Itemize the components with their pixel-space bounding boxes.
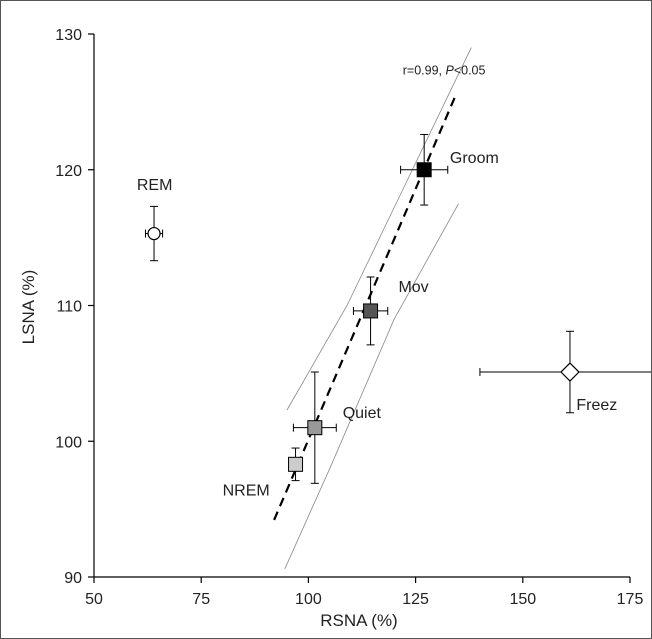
quiet-label: Quiet [343, 405, 382, 422]
x-axis-label: RSNA (%) [320, 611, 397, 630]
confidence-band-upper [286, 47, 472, 411]
freez-label: Freez [576, 397, 617, 414]
x-tick-label: 100 [295, 591, 322, 608]
groom-label: Groom [450, 150, 499, 167]
x-tick-label: 125 [402, 591, 429, 608]
rem-point [147, 226, 161, 241]
confidence-band-lower [284, 203, 459, 570]
freez-point [560, 362, 580, 382]
y-axis-label: LSNA (%) [19, 270, 38, 345]
plot-area: 50 75 100 125 150 175 90 100 110 120 130 REM Groom Mo… [55, 27, 652, 608]
nrem-label: NREM [223, 483, 270, 500]
x-tick-label: 175 [617, 591, 644, 608]
y-tick-label: 130 [55, 27, 82, 44]
y-tick-label: 110 [56, 299, 82, 316]
regression-annotation: r=0.99, P<0.05 [403, 64, 486, 78]
x-tick-label: 150 [509, 591, 536, 608]
y-tick-label: 90 [64, 570, 82, 587]
y-tick-label: 100 [55, 434, 82, 451]
mov-point [363, 303, 379, 319]
groom-point [416, 162, 432, 178]
quiet-point [307, 420, 323, 436]
x-tick-label: 75 [192, 591, 210, 608]
x-tick-label: 50 [85, 591, 103, 608]
annotation-p: P [445, 64, 454, 78]
annotation-prefix: r=0.99, [403, 64, 446, 78]
annotation-suffix: <0.05 [454, 64, 486, 78]
rem-label: REM [137, 177, 173, 194]
mov-label: Mov [398, 279, 428, 296]
y-tick-label: 120 [55, 163, 82, 180]
nrem-point [288, 456, 304, 472]
